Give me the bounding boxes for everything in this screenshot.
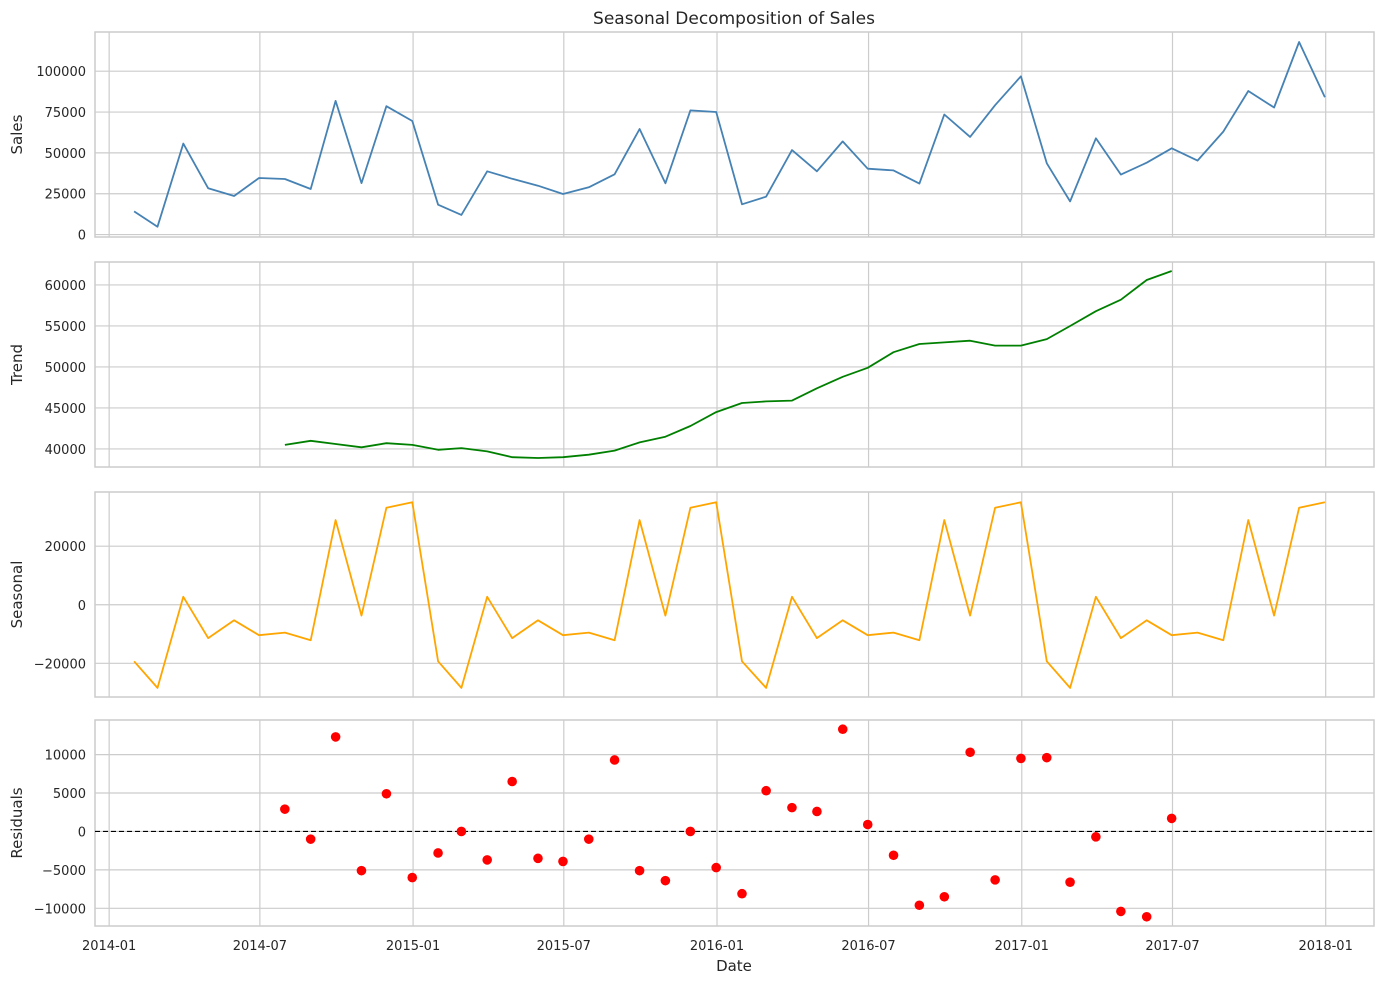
x-tick-label: 2017-01: [995, 939, 1049, 954]
residuals-point: [330, 732, 341, 742]
trend-ytick-label: 55000: [45, 320, 86, 335]
trend-ytick-label: 40000: [45, 443, 86, 458]
trend-ytick-label: 60000: [45, 279, 86, 294]
residuals-point: [407, 872, 418, 883]
residuals-ytick-label: −5000: [42, 864, 86, 879]
seasonal-ytick-label: −20000: [34, 657, 86, 672]
sales-ytick-label: 0: [78, 229, 86, 244]
residuals-point: [965, 747, 975, 758]
seasonal-series-line: [133, 501, 1326, 689]
residuals-point: [737, 888, 747, 899]
residuals-point: [558, 856, 568, 867]
residuals-point: [990, 875, 1000, 885]
residuals-point: [837, 724, 848, 735]
seasonal-ytick-label: 20000: [45, 540, 86, 555]
residuals-point: [507, 776, 517, 787]
trend-ytick-label: 45000: [45, 402, 86, 417]
sales-y-label: Sales: [8, 114, 26, 154]
residuals-point: [660, 875, 671, 886]
sales-panel-frame: [94, 31, 1375, 238]
sales-ytick-label: 25000: [45, 188, 86, 203]
residuals-point: [482, 855, 492, 865]
residuals-point: [685, 826, 696, 837]
residuals-point: [1116, 906, 1126, 917]
residuals-point: [1016, 753, 1026, 764]
x-tick-label: 2014-01: [82, 939, 136, 954]
residuals-point: [1091, 832, 1101, 842]
trend-panel-frame: [94, 261, 1375, 468]
residuals-point: [533, 853, 543, 864]
x-tick-label: 2016-01: [690, 939, 744, 954]
residuals-ytick-label: −10000: [34, 902, 86, 917]
residuals-point: [280, 804, 290, 814]
sales-series-line: [133, 41, 1326, 228]
residuals-point: [888, 850, 899, 861]
x-tick-label: 2015-01: [386, 939, 440, 954]
residuals-point: [1166, 813, 1177, 824]
seasonal-panel-frame: [94, 491, 1375, 698]
residuals-point: [433, 848, 443, 858]
x-tick-label: 2015-07: [537, 939, 591, 954]
x-axis-label: Date: [716, 957, 752, 975]
residuals-point: [914, 900, 925, 911]
x-tick-label: 2014-07: [233, 939, 287, 954]
residuals-point: [381, 788, 392, 799]
residuals-y-label: Residuals: [8, 787, 26, 858]
residuals-point: [711, 862, 721, 873]
residuals-point: [634, 865, 645, 876]
residuals-point: [812, 806, 822, 817]
x-tick-label: 2017-07: [1145, 939, 1199, 954]
residuals-point: [862, 819, 873, 830]
residuals-panel-frame: [94, 719, 1375, 927]
residuals-point: [609, 755, 620, 765]
residuals-point: [761, 785, 771, 796]
residuals-point: [356, 865, 367, 876]
residuals-point: [583, 834, 594, 844]
residuals-point: [1065, 877, 1075, 887]
residuals-ytick-label: 10000: [45, 749, 86, 764]
trend-series-line: [284, 270, 1173, 459]
residuals-point: [1041, 752, 1052, 763]
residuals-ytick-label: 0: [78, 825, 86, 840]
seasonal-ytick-label: 0: [78, 599, 86, 614]
residuals-point: [305, 834, 316, 844]
sales-ytick-label: 75000: [45, 106, 86, 121]
trend-ytick-label: 50000: [45, 361, 86, 376]
seasonal-y-label: Seasonal: [8, 561, 26, 629]
residuals-point: [939, 891, 950, 902]
sales-ytick-label: 100000: [36, 65, 86, 80]
residuals-point: [456, 826, 467, 837]
residuals-point: [787, 802, 797, 813]
residuals-point: [1141, 911, 1152, 922]
residuals-ytick-label: 5000: [53, 787, 86, 802]
x-tick-label: 2018-01: [1299, 939, 1353, 954]
chart-title: Seasonal Decomposition of Sales: [593, 9, 875, 29]
x-tick-label: 2016-07: [841, 939, 895, 954]
trend-y-label: Trend: [8, 344, 26, 386]
sales-ytick-label: 50000: [45, 147, 86, 162]
